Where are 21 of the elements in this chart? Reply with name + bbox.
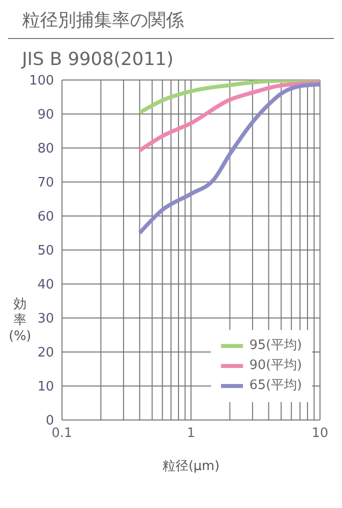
x-axis-title: 粒径(μm) bbox=[162, 459, 220, 474]
y-tick-label: 30 bbox=[37, 312, 54, 327]
y-tick-label: 50 bbox=[37, 244, 54, 259]
y-tick-label: 20 bbox=[37, 346, 54, 361]
y-tick-label: 40 bbox=[37, 278, 54, 293]
y-tick-label: 10 bbox=[37, 380, 54, 395]
y-tick-label: 100 bbox=[29, 74, 54, 89]
y-axis-title: 効率(%) bbox=[8, 297, 32, 344]
x-tick-label: 0.1 bbox=[52, 426, 72, 442]
x-tick-label: 1 bbox=[186, 426, 196, 442]
y-tick-label: 90 bbox=[37, 108, 54, 123]
legend-label: 90(平均) bbox=[249, 357, 302, 375]
chart-title: 粒径別捕集率の関係 bbox=[8, 8, 334, 39]
chart-subtitle: JIS B 9908(2011) bbox=[20, 48, 174, 70]
y-tick-label: 80 bbox=[37, 142, 54, 157]
y-tick-label: 70 bbox=[37, 176, 54, 191]
x-tick-label: 10 bbox=[312, 426, 328, 442]
legend-label: 95(平均) bbox=[249, 337, 302, 355]
legend-label: 65(平均) bbox=[249, 377, 302, 395]
y-tick-label: 60 bbox=[37, 210, 54, 225]
y-tick-label: 0 bbox=[46, 414, 54, 429]
